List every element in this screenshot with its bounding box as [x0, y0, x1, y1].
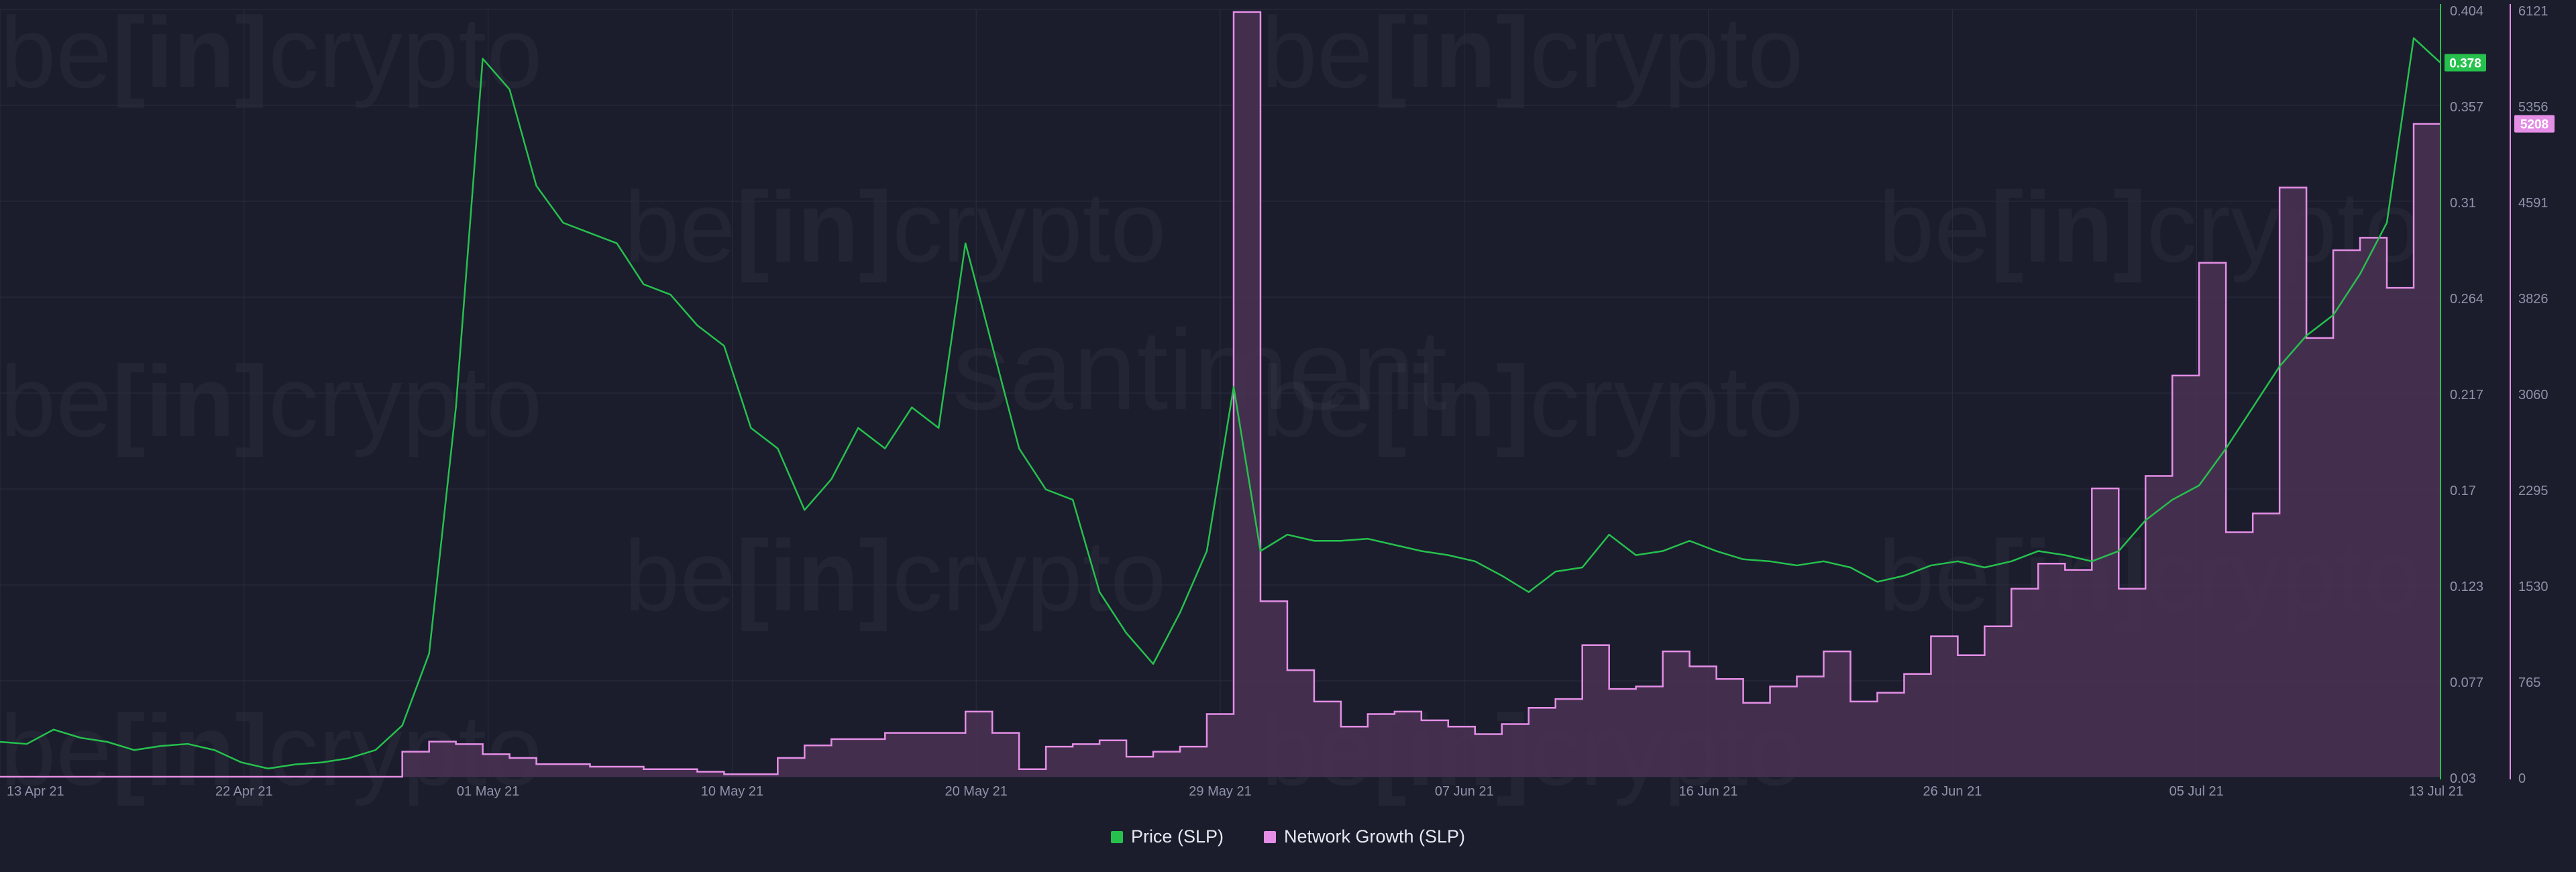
watermark-in: [in] [1990, 170, 2147, 283]
growth-axis-tick: 5356 [2518, 100, 2548, 115]
price-swatch [1110, 830, 1123, 843]
x-axis-tick: 16 Jun 21 [1679, 784, 1738, 799]
watermark-be: be [1261, 0, 1373, 109]
x-axis-tick: 13 Apr 21 [7, 784, 64, 799]
legend-growth-label: Network Growth (SLP) [1283, 826, 1466, 847]
growth-axis-tick: 6121 [2518, 4, 2548, 19]
svg-text:be[in]crypto: be[in]crypto [0, 345, 543, 457]
x-axis-tick: 05 Jul 21 [2169, 784, 2224, 799]
x-axis-tick: 13 Jul 21 [2409, 784, 2463, 799]
watermark-row-1: be[in]crypto be[in]crypto [0, 0, 1804, 109]
watermark-crypto: crypto [1529, 345, 1803, 457]
watermark-crypto: crypto [892, 170, 1166, 283]
price-current-value: 0.378 [2449, 57, 2481, 71]
x-axis-tick: 22 Apr 21 [215, 784, 273, 799]
watermark-be: be [0, 345, 112, 457]
price-axis-tick: 0.17 [2450, 484, 2476, 498]
watermark-be: be [624, 519, 736, 632]
growth-area-layer [0, 11, 2440, 777]
watermark-be: be [1878, 519, 1990, 632]
watermark-in: [in] [112, 345, 268, 457]
growth-series-line [0, 11, 2440, 778]
watermark-in: [in] [112, 0, 268, 109]
price-axis-tick: 0.03 [2450, 771, 2476, 786]
growth-axis-tick: 0 [2518, 771, 2526, 786]
legend-item-growth[interactable]: Network Growth (SLP) [1263, 826, 1466, 847]
price-axis-tick: 0.123 [2450, 580, 2483, 594]
watermark-crypto: crypto [1529, 0, 1803, 109]
watermark-crypto: crypto [268, 0, 542, 109]
svg-text:be[in]crypto: be[in]crypto [624, 170, 1167, 283]
price-axis-tick: 0.31 [2450, 196, 2476, 211]
growth-area [0, 11, 2440, 777]
watermark-row-2: be[in]crypto be[in]crypto [624, 170, 2421, 283]
price-axis-tick: 0.357 [2450, 100, 2483, 115]
legend-price-label: Price (SLP) [1130, 826, 1224, 847]
growth-axis-tick: 765 [2518, 675, 2540, 690]
svg-text:be[in]crypto: be[in]crypto [0, 0, 543, 109]
watermark-santiment: santiment [953, 307, 1447, 434]
axes: 0.404 0.357 0.31 0.264 0.217 0.17 0.123 0.077 0.… [7, 4, 2555, 799]
price-axis-tick: 0.404 [2450, 4, 2483, 19]
line-layer [0, 11, 2441, 778]
legend: Price (SLP) Network Growth (SLP) [0, 826, 2576, 847]
watermark-crypto: crypto [892, 519, 1166, 632]
price-axis-tick: 0.264 [2450, 292, 2483, 307]
watermark-be: be [624, 170, 736, 283]
x-axis-tick: 01 May 21 [457, 784, 519, 799]
x-axis-tick: 20 May 21 [945, 784, 1008, 799]
growth-axis-tick: 3060 [2518, 388, 2548, 402]
price-axis-tick: 0.217 [2450, 388, 2483, 402]
watermark-in: [in] [736, 519, 892, 632]
legend-item-price[interactable]: Price (SLP) [1110, 826, 1224, 847]
watermark-be: be [0, 0, 112, 109]
growth-current-badge [2514, 115, 2555, 133]
price-axis-tick: 0.077 [2450, 675, 2483, 690]
growth-axis-tick: 3826 [2518, 292, 2548, 307]
watermark-in: [in] [1373, 0, 1529, 109]
price-current-badge [2445, 54, 2486, 72]
growth-axis-tick: 2295 [2518, 484, 2548, 498]
watermark-be: be [1878, 170, 1990, 283]
watermark-crypto: crypto [268, 345, 542, 457]
growth-axis-tick: 4591 [2518, 196, 2548, 211]
x-axis-tick: 10 May 21 [701, 784, 763, 799]
watermark-in: [in] [736, 170, 892, 283]
price-series-line [0, 37, 2441, 770]
watermark-row-3: be[in]crypto be[in]crypto [0, 345, 1804, 457]
svg-text:be[in]crypto: be[in]crypto [624, 519, 1167, 632]
x-axis-tick: 26 Jun 21 [1923, 784, 1982, 799]
growth-swatch [1263, 830, 1276, 843]
svg-text:be[in]crypto: be[in]crypto [1261, 0, 1804, 109]
x-axis-tick: 07 Jun 21 [1435, 784, 1494, 799]
growth-current-value: 5208 [2520, 118, 2548, 132]
growth-axis-tick: 1530 [2518, 580, 2548, 594]
x-axis-tick: 29 May 21 [1189, 784, 1251, 799]
